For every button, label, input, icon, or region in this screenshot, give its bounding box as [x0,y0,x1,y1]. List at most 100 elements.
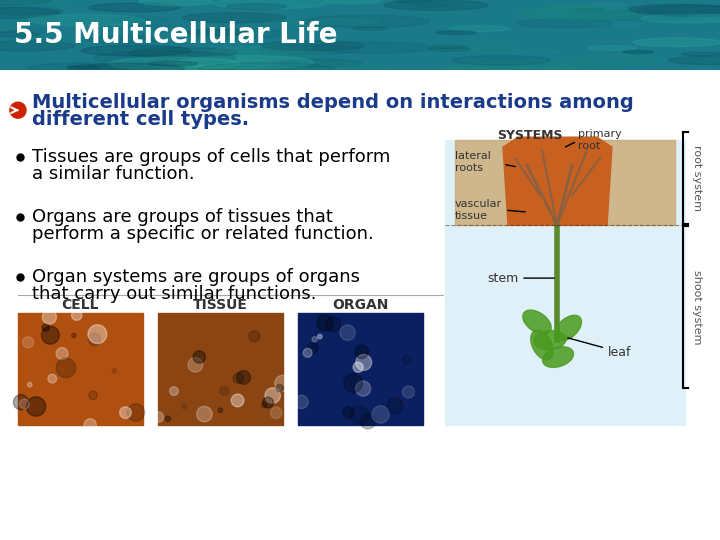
Ellipse shape [531,330,553,360]
Circle shape [411,4,450,8]
Circle shape [220,386,229,395]
Circle shape [127,404,145,421]
Circle shape [623,50,654,53]
Text: Multicellular organisms depend on interactions among: Multicellular organisms depend on intera… [32,93,634,112]
Circle shape [178,28,266,36]
Circle shape [72,333,76,338]
Circle shape [350,406,369,424]
Circle shape [231,394,244,407]
Circle shape [22,337,34,348]
Circle shape [261,40,364,51]
Circle shape [11,28,58,33]
Circle shape [211,46,302,55]
Circle shape [89,333,101,346]
Text: primary
root: primary root [578,130,622,151]
Circle shape [166,58,273,69]
Text: a similar function.: a similar function. [32,165,194,183]
Circle shape [178,56,313,69]
Circle shape [387,398,403,414]
Circle shape [227,4,287,10]
Circle shape [139,0,212,5]
Text: that carry out similar functions.: that carry out similar functions. [32,285,317,303]
Ellipse shape [534,330,566,349]
Circle shape [436,31,476,35]
Circle shape [213,0,326,9]
Circle shape [48,374,57,383]
Circle shape [0,41,75,51]
Circle shape [298,0,347,3]
Circle shape [356,381,371,396]
Circle shape [518,7,647,19]
Circle shape [477,39,526,44]
Circle shape [56,358,76,377]
Circle shape [185,29,251,36]
Circle shape [574,8,604,11]
Circle shape [510,50,561,55]
Circle shape [261,45,361,55]
Circle shape [0,8,59,18]
Circle shape [303,348,312,357]
Circle shape [682,52,720,56]
Circle shape [356,354,372,370]
Circle shape [402,386,415,398]
Circle shape [372,406,390,423]
Circle shape [312,42,432,53]
Circle shape [14,395,29,410]
Circle shape [629,4,720,14]
Circle shape [178,29,287,39]
Circle shape [80,65,158,73]
Circle shape [0,0,50,5]
Circle shape [340,325,355,340]
Circle shape [94,51,235,65]
Text: shoot system: shoot system [692,270,702,345]
Circle shape [81,45,191,56]
Circle shape [199,63,334,76]
Circle shape [136,25,175,29]
Ellipse shape [554,315,582,341]
Circle shape [166,416,171,421]
Circle shape [263,397,274,408]
Circle shape [237,370,251,384]
Text: 5.5 Multicellular Life: 5.5 Multicellular Life [14,21,338,49]
Ellipse shape [542,347,574,367]
Circle shape [0,7,63,15]
Circle shape [108,57,240,70]
Circle shape [67,65,100,69]
Bar [158,313,283,425]
Circle shape [112,368,117,373]
Circle shape [10,102,26,118]
Circle shape [294,395,308,409]
Text: vascular
tissue: vascular tissue [455,199,502,221]
Circle shape [0,24,30,29]
Text: Organs are groups of tissues that: Organs are groups of tissues that [32,208,333,226]
Circle shape [454,68,501,72]
Circle shape [197,406,212,422]
Circle shape [68,63,184,75]
Circle shape [28,15,144,26]
Circle shape [433,44,521,52]
Circle shape [261,403,266,408]
Circle shape [182,404,186,409]
Circle shape [384,0,488,10]
Circle shape [87,36,162,43]
Circle shape [233,373,243,383]
Circle shape [205,48,327,59]
Circle shape [188,357,203,372]
Circle shape [302,15,430,28]
Circle shape [431,45,467,49]
Circle shape [282,20,349,26]
Circle shape [190,27,222,30]
Circle shape [19,399,30,409]
Circle shape [128,48,238,58]
Circle shape [449,26,510,32]
Circle shape [353,362,363,372]
Text: Organ systems are groups of organs: Organ systems are groups of organs [32,268,360,286]
Circle shape [276,384,284,391]
Circle shape [275,375,291,391]
Circle shape [318,334,322,339]
Circle shape [271,407,282,419]
Circle shape [156,63,255,72]
Circle shape [56,348,68,360]
Text: ORGAN: ORGAN [333,298,389,312]
Circle shape [588,10,690,21]
